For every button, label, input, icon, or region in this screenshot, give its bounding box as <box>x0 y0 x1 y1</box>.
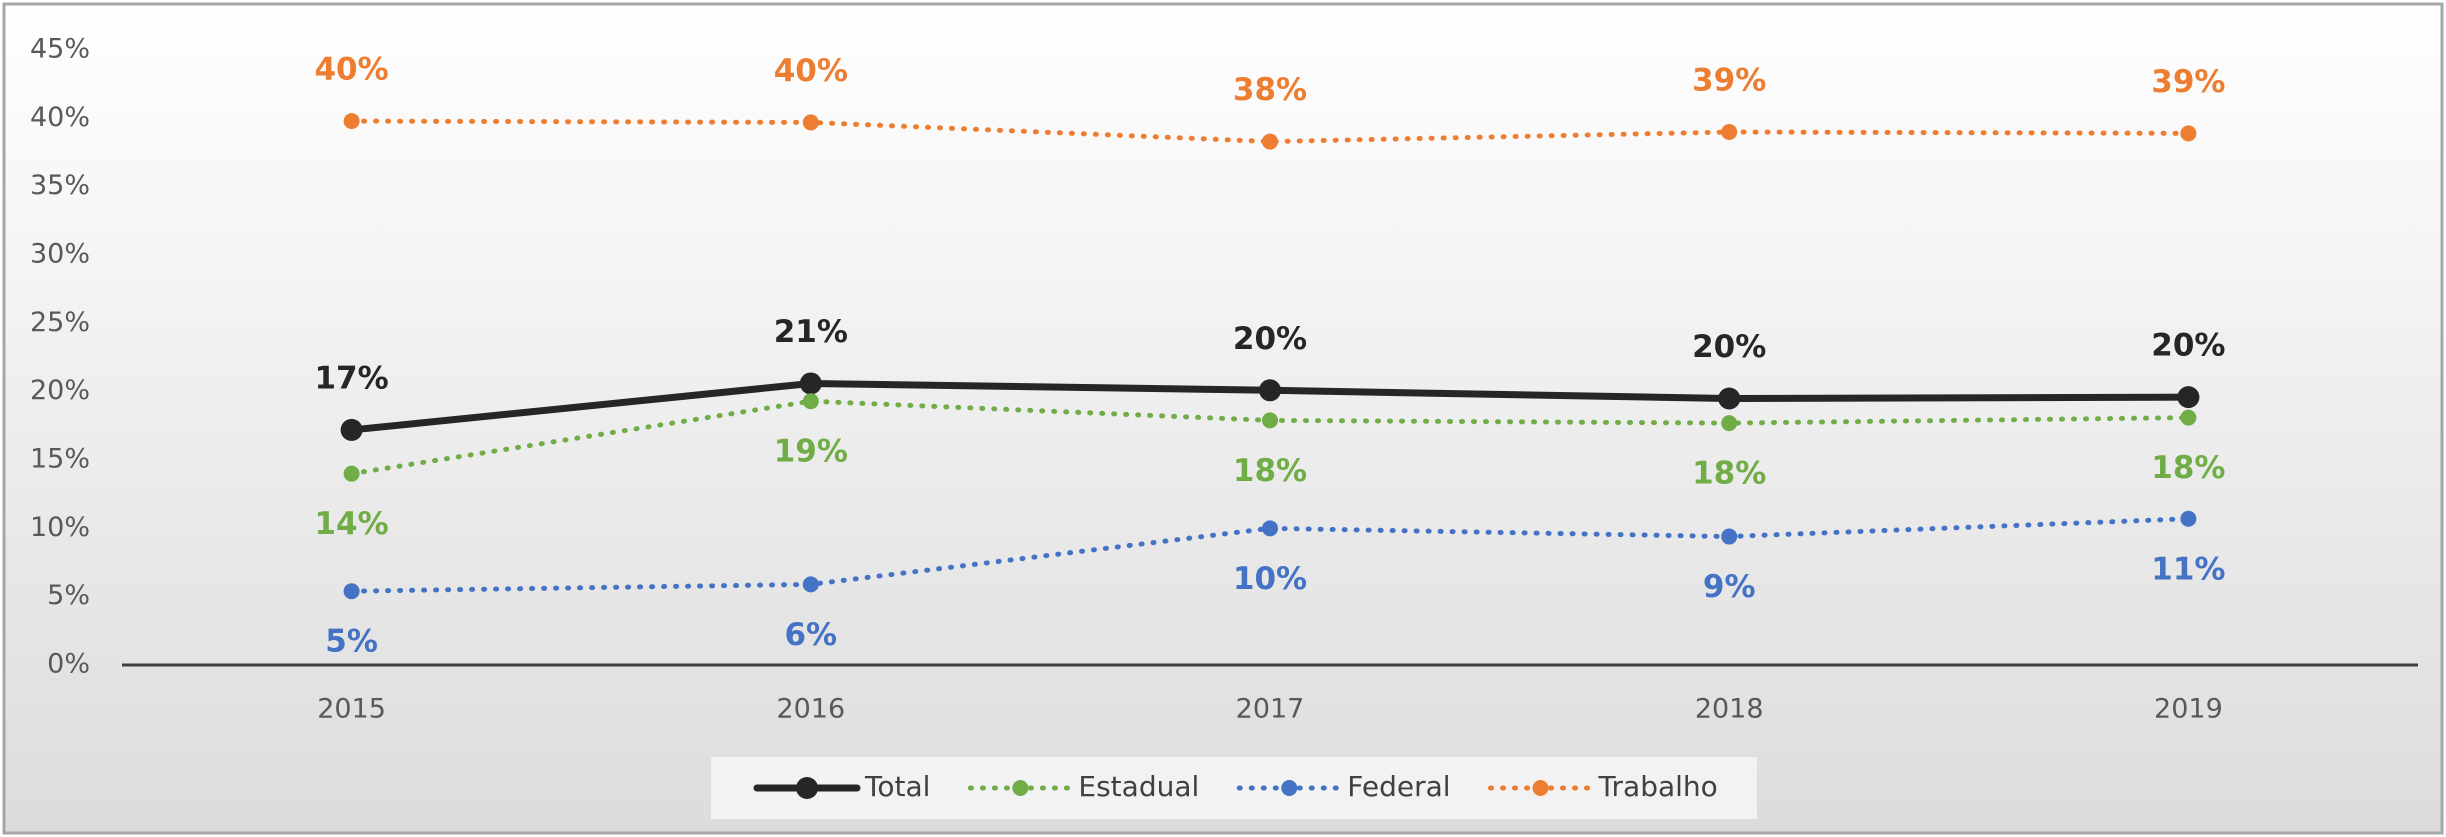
data-point <box>1262 412 1278 429</box>
data-point <box>802 576 819 593</box>
data-label: 39% <box>1692 63 1766 99</box>
x-tick-label: 2016 <box>776 694 845 725</box>
data-point <box>343 583 360 600</box>
y-tick-label: 25% <box>30 307 90 338</box>
data-label: 10% <box>1233 561 1307 597</box>
legend-label: Total <box>864 770 930 803</box>
data-point <box>2180 409 2197 426</box>
data-label: 18% <box>1692 456 1766 492</box>
legend-box <box>711 757 1757 819</box>
data-point <box>799 372 822 395</box>
y-tick-label: 20% <box>30 375 90 406</box>
y-tick-label: 40% <box>30 102 90 133</box>
y-tick-label: 0% <box>47 649 90 680</box>
legend-label: Trabalho <box>1598 770 1718 803</box>
data-label: 40% <box>314 52 388 88</box>
legend-marker <box>1012 780 1029 796</box>
data-point <box>802 393 819 410</box>
data-point <box>1721 124 1738 140</box>
data-label: 5% <box>325 624 378 660</box>
data-label: 6% <box>784 617 837 653</box>
data-label: 20% <box>1233 321 1307 357</box>
data-point <box>1721 415 1738 432</box>
legend-marker <box>796 777 818 799</box>
y-tick-label: 5% <box>47 580 90 611</box>
data-point <box>2177 386 2200 409</box>
data-point <box>340 418 363 441</box>
data-label: 38% <box>1233 72 1307 108</box>
legend-label: Estadual <box>1078 770 1199 803</box>
y-tick-label: 35% <box>30 170 90 201</box>
data-label: 18% <box>1233 453 1307 489</box>
data-point <box>1262 520 1278 537</box>
data-point <box>1262 133 1278 150</box>
data-label: 39% <box>2151 64 2225 100</box>
x-tick-label: 2017 <box>1236 694 1305 725</box>
data-label: 17% <box>314 360 388 396</box>
data-point <box>1718 387 1741 410</box>
data-point <box>2180 125 2197 142</box>
data-point <box>343 113 360 130</box>
data-label: 18% <box>2151 450 2225 486</box>
data-label: 19% <box>774 434 848 470</box>
data-point <box>802 114 819 131</box>
legend-label: Federal <box>1347 770 1450 803</box>
y-tick-label: 15% <box>30 444 90 475</box>
y-tick-label: 30% <box>30 239 90 270</box>
data-label: 20% <box>1692 329 1766 365</box>
data-label: 14% <box>314 506 388 542</box>
x-tick-label: 2015 <box>317 694 386 725</box>
x-tick-label: 2019 <box>2154 694 2223 725</box>
data-label: 9% <box>1703 569 1756 605</box>
y-tick-label: 45% <box>30 34 90 65</box>
data-point <box>1259 379 1281 402</box>
data-label: 40% <box>774 53 848 89</box>
legend-marker <box>1281 780 1298 796</box>
legend-marker <box>1532 780 1549 796</box>
data-label: 20% <box>2151 328 2225 364</box>
y-tick-label: 10% <box>30 512 90 543</box>
data-point <box>2180 510 2197 527</box>
data-point <box>1721 528 1738 545</box>
x-tick-label: 2018 <box>1695 694 1764 725</box>
data-label: 21% <box>774 314 848 350</box>
data-point <box>343 465 360 482</box>
data-label: 11% <box>2151 551 2225 587</box>
